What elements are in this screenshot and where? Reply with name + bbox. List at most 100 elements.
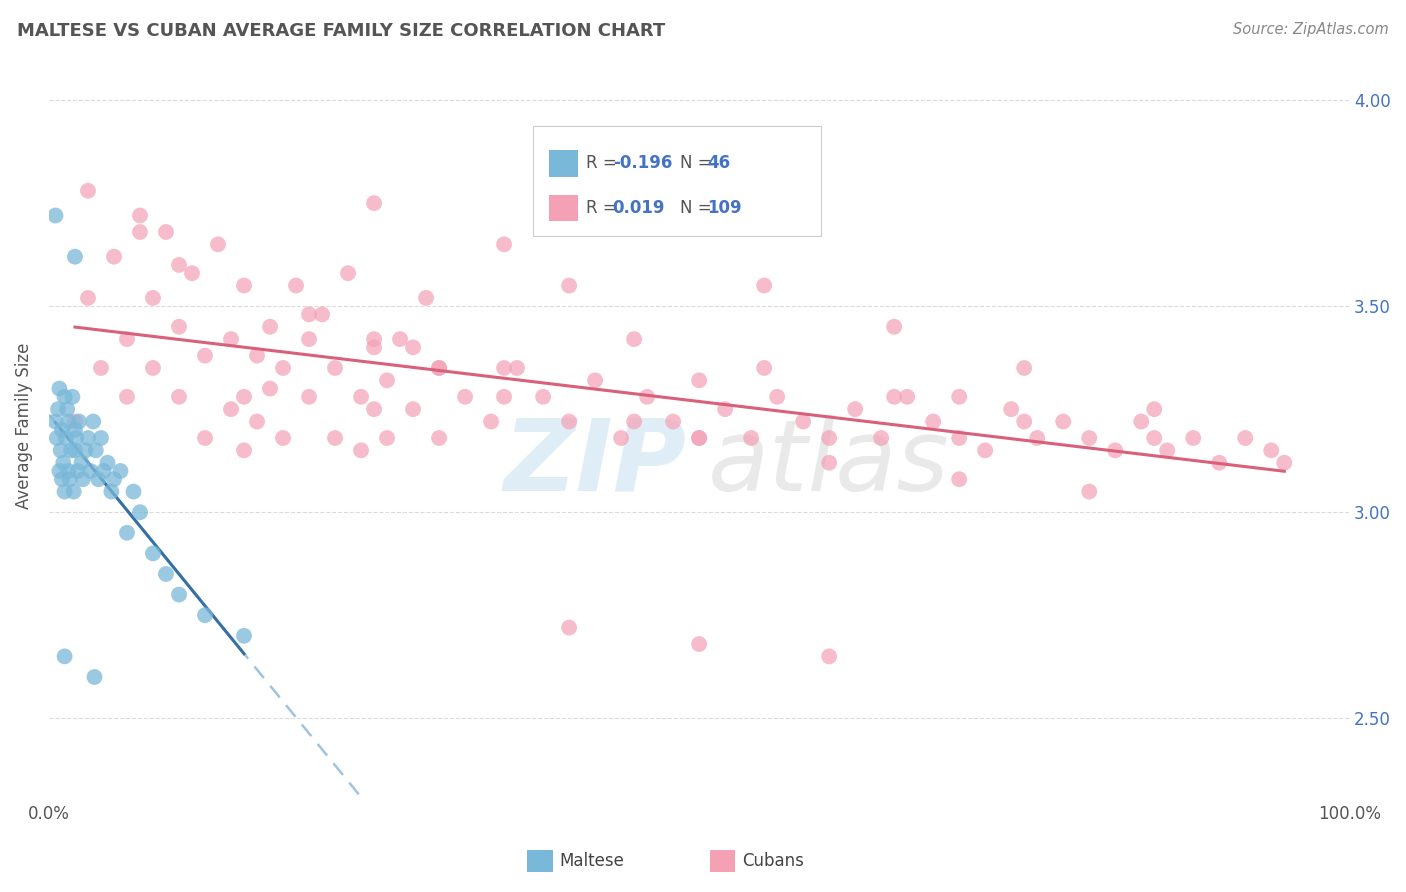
Point	[219, 332, 242, 346]
Point	[115, 390, 138, 404]
Point	[427, 431, 450, 445]
Point	[363, 340, 385, 354]
Point	[48, 382, 70, 396]
Point	[583, 373, 606, 387]
Point	[494, 361, 516, 376]
Point	[479, 415, 502, 429]
Point	[103, 250, 125, 264]
Text: R =: R =	[586, 154, 617, 172]
Point	[323, 431, 346, 445]
Point	[167, 390, 190, 404]
Point	[1156, 443, 1178, 458]
Point	[818, 649, 841, 664]
Point	[415, 291, 437, 305]
Point	[60, 443, 83, 458]
Point	[53, 390, 76, 404]
Point	[1026, 431, 1049, 445]
Point	[129, 505, 152, 519]
Point	[662, 415, 685, 429]
Point	[363, 402, 385, 417]
Point	[363, 196, 385, 211]
Point	[740, 431, 762, 445]
Point	[129, 209, 152, 223]
Point	[167, 319, 190, 334]
Point	[233, 278, 256, 293]
Point	[72, 472, 94, 486]
Point	[298, 307, 321, 321]
Point	[298, 390, 321, 404]
Point	[181, 266, 204, 280]
Point	[1272, 456, 1295, 470]
Point	[323, 361, 346, 376]
Point	[67, 415, 90, 429]
Point	[402, 340, 425, 354]
Point	[246, 415, 269, 429]
Point	[83, 670, 105, 684]
Text: R =: R =	[586, 199, 617, 217]
Point	[194, 349, 217, 363]
Point	[688, 373, 710, 387]
Point	[58, 415, 80, 429]
Point	[948, 472, 970, 486]
Text: atlas: atlas	[709, 415, 950, 512]
Point	[110, 464, 132, 478]
Point	[870, 431, 893, 445]
Point	[77, 431, 100, 445]
Point	[948, 431, 970, 445]
Point	[558, 415, 581, 429]
Point	[259, 319, 281, 334]
Point	[271, 431, 294, 445]
Point	[1052, 415, 1074, 429]
Point	[93, 464, 115, 478]
Point	[194, 431, 217, 445]
Y-axis label: Average Family Size: Average Family Size	[15, 343, 32, 508]
Point	[87, 472, 110, 486]
Point	[66, 464, 89, 478]
Point	[506, 361, 529, 376]
Point	[48, 464, 70, 478]
Text: 46: 46	[707, 154, 730, 172]
Text: 0.019: 0.019	[613, 199, 665, 217]
Point	[53, 649, 76, 664]
Point	[883, 390, 905, 404]
Point	[219, 402, 242, 417]
Point	[63, 423, 86, 437]
Point	[60, 390, 83, 404]
Point	[233, 390, 256, 404]
Point	[82, 415, 104, 429]
Point	[1012, 361, 1035, 376]
Point	[844, 402, 866, 417]
Point	[1143, 402, 1166, 417]
Point	[610, 431, 633, 445]
Point	[427, 361, 450, 376]
Point	[1260, 443, 1282, 458]
Point	[558, 621, 581, 635]
Point	[51, 423, 73, 437]
Point	[56, 402, 79, 417]
Point	[1234, 431, 1257, 445]
Point	[402, 402, 425, 417]
Point	[454, 390, 477, 404]
Point	[155, 566, 177, 581]
Point	[363, 332, 385, 346]
Point	[65, 431, 87, 445]
Point	[115, 525, 138, 540]
Point	[55, 431, 77, 445]
Point	[49, 443, 72, 458]
Point	[63, 443, 86, 458]
Point	[84, 443, 107, 458]
Point	[688, 431, 710, 445]
Point	[90, 361, 112, 376]
Point	[63, 415, 86, 429]
Point	[207, 237, 229, 252]
Point	[79, 464, 101, 478]
Point	[1208, 456, 1230, 470]
Point	[818, 456, 841, 470]
Point	[350, 390, 373, 404]
Point	[494, 390, 516, 404]
Point	[375, 373, 398, 387]
Point	[96, 456, 118, 470]
Point	[1104, 443, 1126, 458]
Point	[45, 431, 67, 445]
Point	[44, 209, 66, 223]
